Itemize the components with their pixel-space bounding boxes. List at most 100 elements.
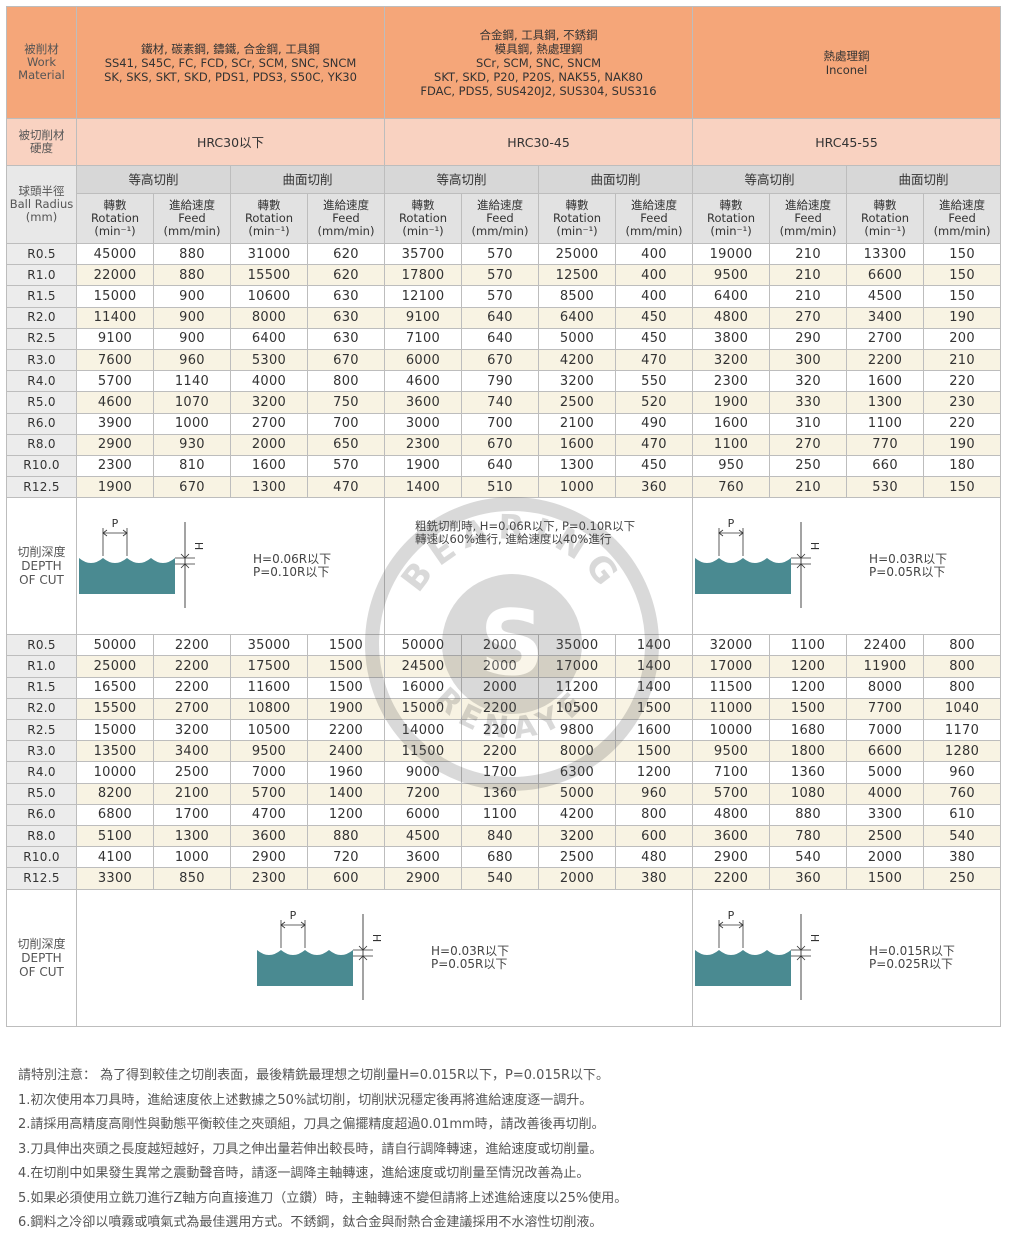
rotation-cell: 2300: [384, 433, 462, 456]
rotation-cell: 8200: [76, 782, 154, 805]
feed-cell: 1300: [153, 824, 231, 848]
feed-cell: 1500: [614, 697, 694, 721]
feed-cell: 470: [614, 348, 694, 372]
rotation-cell: 3000: [384, 412, 462, 435]
cut-profile-diagram: PH: [257, 909, 383, 1000]
feed-cell: 210: [769, 242, 848, 266]
method-surface: 曲面切削: [537, 165, 694, 194]
feed-cell: 2200: [461, 697, 539, 721]
feed-cell: 190: [923, 306, 1002, 329]
rough-table-row: R1.5 16500 2200 11600 1500 16000 2000 11200 1400…: [6, 676, 1002, 699]
material-group-3: 熱處理鋼 Inconel: [692, 6, 1002, 119]
feed-cell: 780: [769, 824, 848, 848]
feed-cell: 1500: [307, 676, 385, 699]
rotation-cell: 5000: [538, 327, 616, 350]
rotation-cell: 17800: [384, 264, 462, 287]
feed-cell: 2000: [461, 655, 539, 678]
rotation-cell: 3900: [76, 412, 154, 435]
feed-cell: 2700: [153, 697, 231, 721]
rotation-cell: 2000: [538, 867, 616, 890]
rotation-cell: 3400: [846, 306, 925, 329]
hardness-group-1: HRC30以下: [76, 118, 385, 166]
feed-cell: 740: [461, 391, 539, 414]
depth-of-cut-label: 切削深度 DEPTH OF CUT: [6, 497, 77, 636]
rotation-cell: 15500: [76, 697, 154, 721]
rotation-cell: 2300: [692, 370, 771, 393]
feed-cell: 1960: [307, 761, 385, 784]
material-group-2: 合金鋼, 工具鋼, 不銹鋼 模具鋼, 熱處理鋼 SCr, SCM, SNC, SNC…: [383, 6, 694, 119]
feed-cell: 900: [153, 327, 231, 350]
feed-cell: 210: [923, 348, 1002, 372]
rotation-cell: 3200: [230, 391, 308, 414]
feed-cell: 320: [769, 370, 848, 393]
rotation-cell: 5700: [76, 370, 154, 393]
feed-cell: 630: [307, 285, 385, 308]
finish-table-row: R10.0 2300 810 1600 570 1900 640 1300 450 950 250 6…: [6, 454, 1002, 478]
finish-table-row: R1.5 15000 900 10600 630 12100 570 8500 400 6400 2…: [6, 285, 1002, 308]
rotation-cell: 2100: [538, 412, 616, 435]
ball-radius-cell: R6.0: [6, 412, 77, 435]
ball-radius-cell: R8.0: [6, 824, 77, 848]
feed-cell: 1080: [769, 782, 848, 805]
rotation-cell: 2700: [846, 327, 925, 350]
feed-cell: 450: [614, 454, 694, 478]
feed-cell: 1000: [153, 846, 231, 869]
rough-table-row: R6.0 6800 1700 4700 1200 6000 1100 4200 800 4800 8…: [6, 803, 1002, 826]
feed-cell: 790: [461, 370, 539, 393]
feed-cell: 610: [923, 803, 1002, 826]
feed-cell: 2200: [153, 655, 231, 678]
rotation-cell: 11200: [538, 676, 616, 699]
rotation-cell: 2500: [538, 846, 616, 869]
ball-radius-cell: R2.0: [6, 306, 77, 329]
depth-spec-4: H=0.03R以下 P=0.05R以下: [431, 943, 510, 971]
feed-cell: 1400: [614, 655, 694, 678]
feed-cell: 900: [153, 306, 231, 329]
usage-notes: 請特別注意： 為了得到較佳之切削表面，最後精銑最理想之切削量H=0.015R以下…: [18, 1064, 998, 1236]
ball-radius-cell: R4.0: [6, 370, 77, 393]
feed-cell: 1200: [769, 655, 848, 678]
depth-spec-1: H=0.06R以下 P=0.10R以下: [253, 552, 332, 580]
diagram-h-label: H: [370, 933, 383, 941]
feed-cell: 300: [769, 348, 848, 372]
rotation-cell: 2900: [384, 867, 462, 890]
rotation-cell: 660: [846, 454, 925, 478]
finish-table-row: R4.0 5700 1140 4000 800 4600 790 3200 550 2300 320…: [6, 370, 1002, 393]
rotation-cell: 15000: [76, 285, 154, 308]
rotation-cell: 5100: [76, 824, 154, 848]
rotation-cell: 5300: [230, 348, 308, 372]
feed-cell: 650: [307, 433, 385, 456]
rotation-cell: 4600: [76, 391, 154, 414]
material-group-1: 鐵材, 碳素鋼, 鑄鐵, 合金鋼, 工具鋼 SS41, S45C, FC, FCD…: [76, 6, 385, 119]
rotation-cell: 25000: [76, 655, 154, 678]
rotation-cell: 11500: [692, 676, 771, 699]
rotation-cell: 24500: [384, 655, 462, 678]
ball-radius-cell: R2.5: [6, 718, 77, 742]
feed-cell: 880: [769, 803, 848, 826]
feed-cell: 1360: [461, 782, 539, 805]
rotation-cell: 16000: [384, 676, 462, 699]
rotation-cell: 45000: [76, 242, 154, 266]
feed-cell: 1500: [307, 634, 385, 657]
rotation-cell: 1600: [846, 370, 925, 393]
rotation-cell: 4200: [538, 803, 616, 826]
feed-cell: 3400: [153, 740, 231, 763]
rotation-cell: 5000: [846, 761, 925, 784]
feed-cell: 540: [769, 846, 848, 869]
rotation-cell: 1600: [230, 454, 308, 478]
feed-cell: 2200: [461, 740, 539, 763]
rotation-cell: 4500: [846, 285, 925, 308]
feed-cell: 360: [614, 476, 694, 499]
feed-cell: 2200: [153, 676, 231, 699]
rotation-cell: 3200: [538, 824, 616, 848]
rough-table-row: R2.0 15500 2700 10800 1900 15000 2200 10500 1500…: [6, 697, 1002, 721]
ball-radius-cell: R3.0: [6, 740, 77, 763]
feed-cell: 670: [461, 348, 539, 372]
feed-cell: 960: [153, 348, 231, 372]
feed-cell: 760: [923, 782, 1002, 805]
rough-table-row: R4.0 10000 2500 7000 1960 9000 1700 6300 1200 710…: [6, 761, 1002, 784]
hardness-label: 被切削材 硬度: [6, 118, 77, 166]
rotation-cell: 4800: [692, 306, 771, 329]
note-line: 1.初次使用本刀具時，進給速度依上述數據之50%試切削，切削狀況穩定後再將進給速…: [18, 1092, 593, 1108]
finish-table-row: R1.0 22000 880 15500 620 17800 570 12500 400 9500…: [6, 264, 1002, 287]
